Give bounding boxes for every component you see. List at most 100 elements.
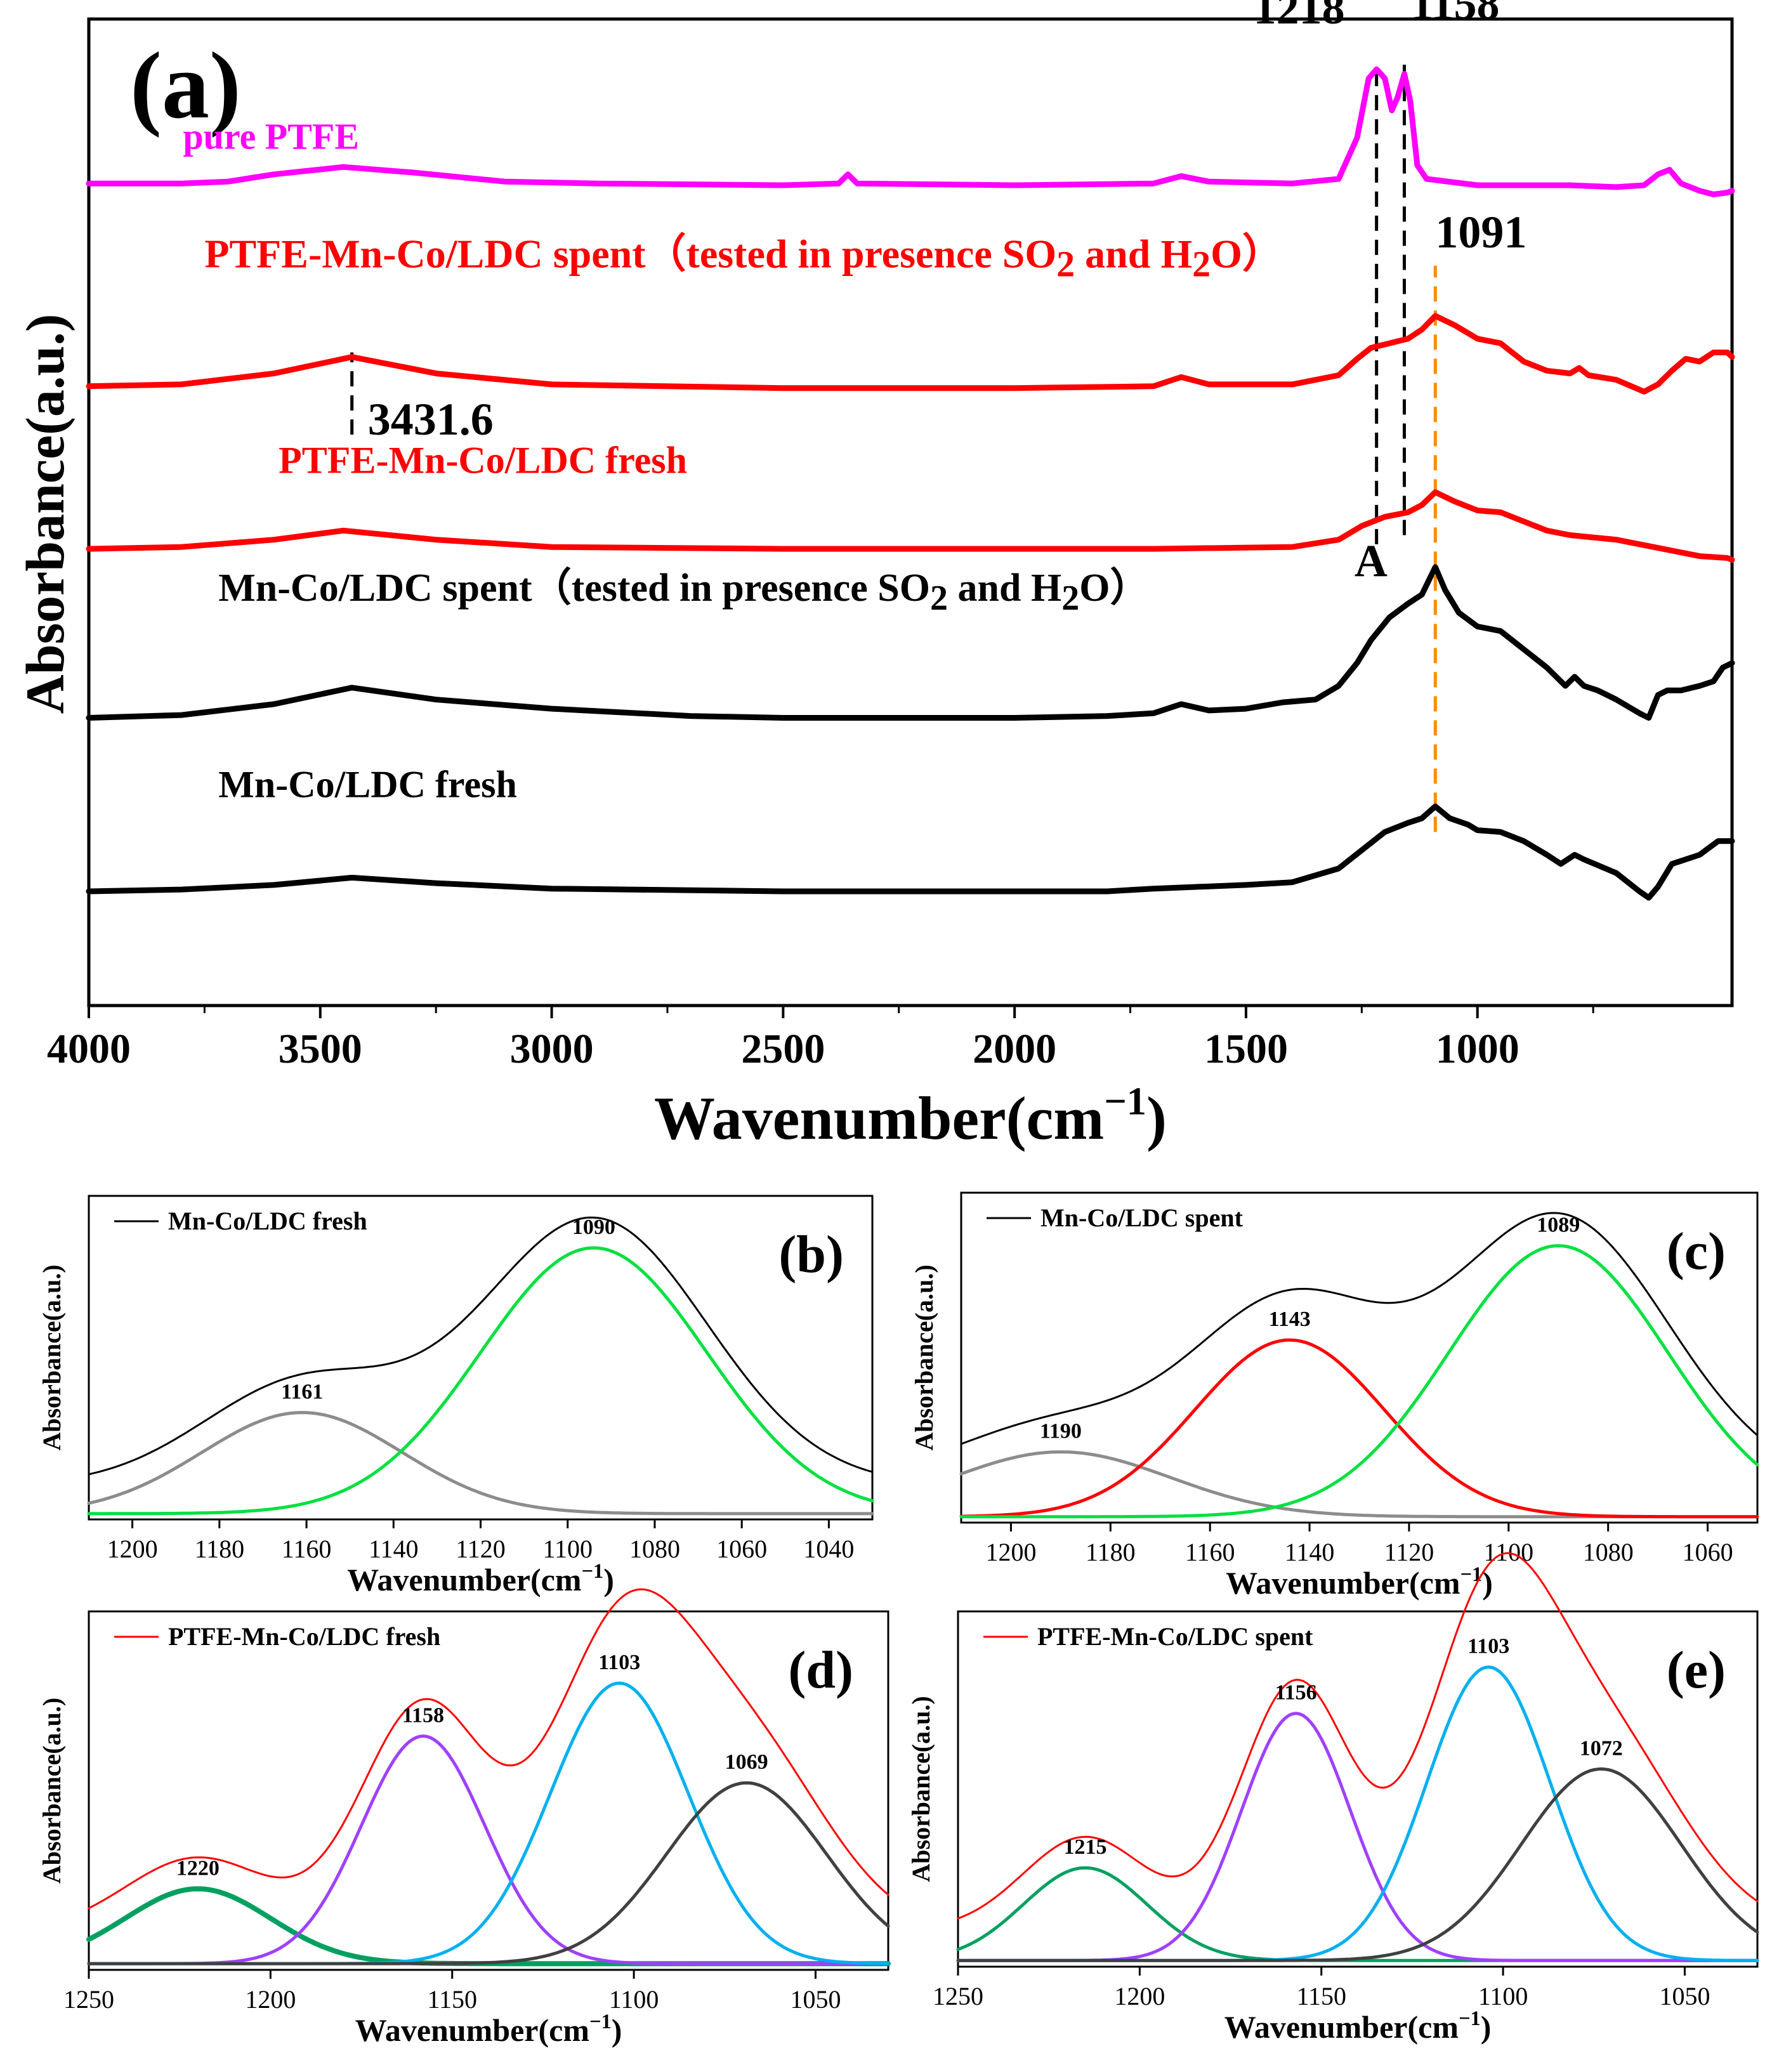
panel-c: 1200 1180 1160 1140 1120 1100 1080 1060Wavenumb… [910, 1191, 1759, 1601]
panel-a-xtick-label-1: 3500 [279, 1026, 362, 1072]
panel-b-legend-text: Mn-Co/LDC fresh [168, 1207, 367, 1235]
panel-a-series-3 [86, 564, 1735, 721]
panel-d-peak-label-3: 1069 [725, 1750, 768, 1774]
panel-a-xtick-label-3: 2500 [741, 1026, 825, 1072]
panel-d-xlabel: Wavenumber(cm−1) [355, 2010, 622, 2048]
panel-d-xtick-label-3: 1100 [609, 1985, 659, 2014]
panel-c-xtick-label-1: 1180 [1086, 1538, 1136, 1566]
label-sub: 2 [1061, 579, 1079, 618]
panel-e-xlabel-main: Wavenumber(cm [1224, 2009, 1459, 2045]
panel-d-xlabel-main: Wavenumber(cm [355, 2012, 589, 2048]
panel-c-peak-2 [959, 1244, 1759, 1519]
panel-a-annotation-1: 1158 [1410, 0, 1499, 29]
panel-d-peak-label-0: 1220 [176, 1856, 220, 1880]
panel-c-envelope [960, 1212, 1759, 1445]
label-part: and H [948, 567, 1061, 610]
panel-d-peak-label-2: 1103 [598, 1651, 640, 1674]
panel-b-xlabel: Wavenumber(cm−1) [347, 1560, 614, 1597]
panel-b-xlabel-sup: −1 [581, 1560, 603, 1583]
panel-c-peak-label-1: 1143 [1269, 1308, 1311, 1331]
label-sub: 2 [930, 579, 948, 618]
panel-e-frame [957, 1610, 1759, 1968]
panel-c-peak-label-2: 1089 [1537, 1214, 1580, 1237]
panel-a-xtick-label-2: 3000 [510, 1026, 594, 1072]
panel-b-peak-1 [87, 1246, 874, 1516]
panel-b-peak-0 [87, 1411, 874, 1516]
panel-d-legend-text: PTFE-Mn-Co/LDC fresh [168, 1622, 440, 1651]
panel-e: 1250 1200 1150 1100 1050Wavenumber(cm−1)Abso… [907, 1552, 1759, 2045]
panel-e-xtick-label-3: 1100 [1478, 1982, 1528, 2010]
panel-c-xtick-label-0: 1200 [985, 1538, 1036, 1566]
panel-d: 1250 1200 1150 1100 1050 Wavenumber(cm−1) Abso… [37, 1588, 891, 2048]
panel-b: 1200 1180 1160 1140 1120 1100 1080 1060 1040 Wave… [37, 1195, 874, 1597]
panel-d-xtick-label-2: 1150 [427, 1985, 477, 2014]
panel-a-series-4 [86, 803, 1735, 901]
panel-a-label: (a) [130, 33, 241, 138]
label-part: PTFE-Mn-Co/LDC spent（tested in presence … [204, 232, 1056, 277]
panel-e-xlabel: Wavenumber(cm−1) [1224, 2007, 1492, 2045]
panel-a-series-1 [86, 313, 1735, 395]
panel-b-xtick-label-4: 1120 [456, 1535, 506, 1563]
panel-c-xtick-label-3: 1140 [1285, 1538, 1335, 1566]
panel-a-annotation-4: A [1355, 535, 1388, 586]
panel-a-label-mnco-fresh: Mn-Co/LDC fresh [218, 764, 517, 806]
panel-e-xtick-label-0: 1250 [933, 1982, 983, 2010]
label-sub: 2 [1056, 244, 1075, 285]
panel-a-xlabel-close: ) [1146, 1084, 1167, 1152]
panel-b-xtick-label-0: 1200 [107, 1535, 158, 1563]
panel-e-envelope [957, 1552, 1759, 1920]
panel-e-xtick-label-2: 1150 [1296, 1982, 1346, 2010]
panel-d-xtick-label-1: 1200 [245, 1985, 296, 2014]
panel-d-peak-2 [87, 1681, 890, 1965]
panel-b-label: (b) [778, 1225, 844, 1284]
panel-b-xlabel-close: ) [603, 1562, 614, 1597]
panel-a-label-ptfe-fresh: PTFE-Mn-Co/LDC fresh [279, 440, 687, 482]
panel-a-xtick-label-5: 1500 [1204, 1026, 1288, 1072]
panel-e-peak-2 [956, 1665, 1759, 1962]
panel-e-peak-3 [956, 1767, 1759, 1962]
panel-d-frame [88, 1610, 889, 1971]
panel-c-frame [960, 1191, 1759, 1524]
panel-e-xtick-label-1: 1200 [1114, 1982, 1165, 2010]
panel-d-envelope [88, 1588, 889, 1910]
label-sub: 2 [1192, 244, 1211, 285]
panel-c-xtick-label-4: 1120 [1384, 1538, 1434, 1566]
panel-c-xtick-label-2: 1160 [1185, 1538, 1235, 1566]
panel-b-xtick-label-1: 1180 [195, 1535, 245, 1563]
panel-a-frame [87, 17, 1734, 1007]
label-part: O） [1079, 565, 1149, 610]
panel-d-label: (d) [788, 1641, 853, 1700]
panel-a-xtick-label-4: 2000 [973, 1026, 1056, 1072]
panel-a-xtick-label-6: 1000 [1436, 1026, 1519, 1072]
panel-c-ylabel: Absorbance(a.u.) [910, 1264, 938, 1450]
panel-b-envelope [88, 1216, 874, 1476]
panel-b-frame [88, 1195, 874, 1521]
panel-c-xlabel-main: Wavenumber(cm [1226, 1565, 1460, 1601]
panel-d-peak-3 [87, 1781, 890, 1965]
panel-d-peak-1 [87, 1734, 890, 1965]
panel-b-xtick-label-8: 1040 [803, 1535, 854, 1563]
panel-e-peak-label-2: 1103 [1467, 1635, 1509, 1658]
panel-c-peak-1 [959, 1338, 1759, 1519]
panel-b-xtick-label-2: 1160 [282, 1535, 332, 1563]
panel-a-label-ptfe-spent: PTFE-Mn-Co/LDC spent（tested in presence … [204, 232, 1283, 285]
panel-e-peak-0 [956, 1866, 1759, 1962]
panel-a-label-mnco-spent: Mn-Co/LDC spent（tested in presence SO2 a… [218, 565, 1149, 618]
label-part: and H [1075, 232, 1192, 277]
panel-e-label: (e) [1667, 1641, 1726, 1700]
panel-a-xlabel-main: Wavenumber(cm [654, 1084, 1104, 1152]
panel-a-xtick-label-0: 4000 [47, 1026, 131, 1072]
panel-c-legend-text: Mn-Co/LDC spent [1040, 1203, 1244, 1232]
panel-b-xtick-label-5: 1100 [542, 1535, 593, 1563]
panel-e-xlabel-close: ) [1481, 2009, 1492, 2045]
panel-b-xtick-label-3: 1140 [369, 1535, 419, 1563]
label-part: O） [1211, 232, 1283, 277]
panel-b-ylabel: Absorbance(a.u.) [37, 1264, 66, 1450]
panel-a-xlabel-sup: −1 [1104, 1080, 1146, 1124]
panel-d-peak-label-1: 1158 [402, 1704, 444, 1728]
panel-c-label: (c) [1667, 1222, 1726, 1281]
panel-c-xlabel: Wavenumber(cm−1) [1226, 1563, 1493, 1601]
panel-b-xtick-label-6: 1080 [629, 1535, 680, 1563]
panel-a-annotation-0: 1218 [1254, 0, 1345, 34]
